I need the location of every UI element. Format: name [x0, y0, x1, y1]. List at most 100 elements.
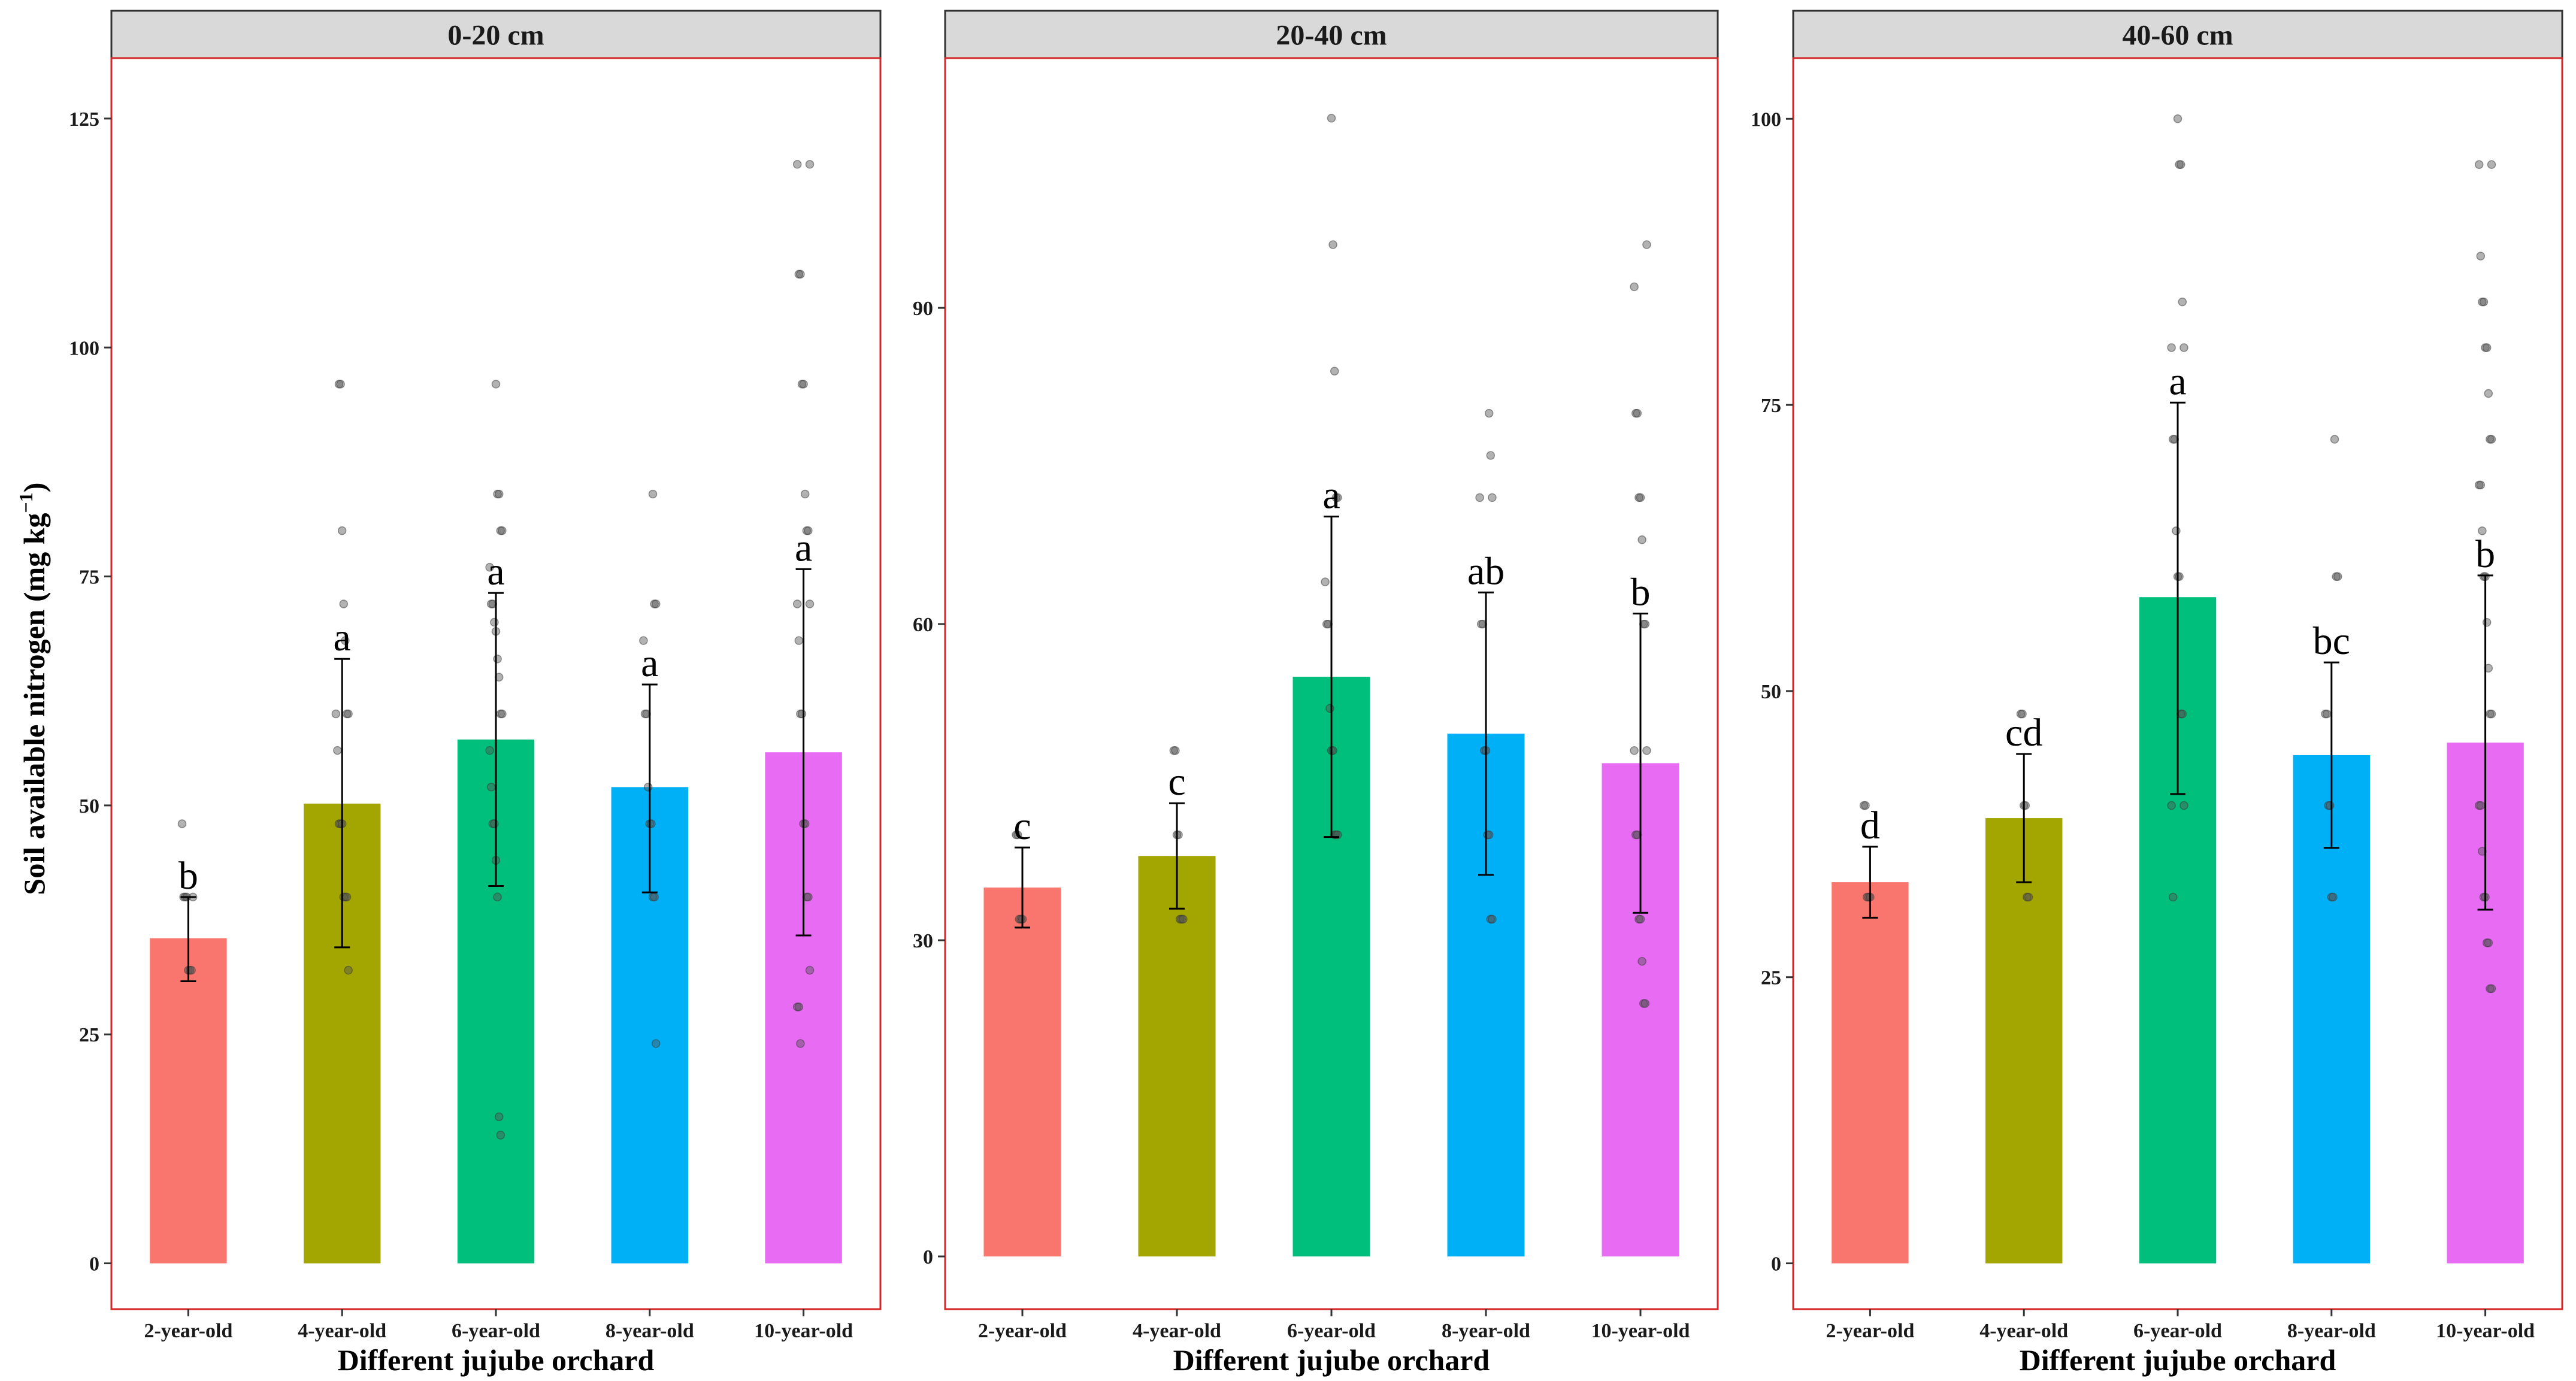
panel-0-20-cm-y-tick-label-125: 125 [69, 108, 99, 131]
panel-0-20-cm-10-year-old-point [805, 160, 815, 169]
panel-0-20-cm-2-year-old-bar [150, 938, 227, 1264]
panel-40-60-cm-6-year-old-point [2168, 892, 2178, 902]
panel-0-20-cm-4-year-old-point [331, 709, 341, 719]
y-axis-title: Soil available nitrogen (mg kg−1) [15, 483, 51, 895]
panel-0-20-cm-y-tick-label-25: 25 [79, 1024, 99, 1046]
panel-20-40-cm-y-tick-label-0: 0 [923, 1246, 933, 1268]
y-axis-title-main: Soil available nitrogen (mg kg [17, 513, 51, 895]
panel-40-60-cm-6-year-old-point [2167, 801, 2176, 810]
panel-20-40-cm-6-year-old-point [1327, 114, 1336, 123]
panel-40-60-cm-8-year-old-x-tick-label: 8-year-old [2287, 1320, 2376, 1342]
panel-20-40-cm-y-tick-label-30: 30 [913, 930, 933, 952]
panel-20-40-cm-8-year-old-point [1486, 451, 1496, 460]
panel-0-20-cm-y-tick-label-100: 100 [69, 337, 99, 359]
panel-0-20-cm-8-year-old-point [650, 892, 659, 902]
panel-40-60-cm-4-year-old-x-tick-label: 4-year-old [1979, 1320, 2068, 1342]
panel-40-60-cm-6-year-old-point [2178, 297, 2187, 307]
panel-0-20-cm-6-year-old-point [490, 819, 499, 828]
panel-0-20-cm-y-tick-label-75: 75 [79, 567, 99, 589]
panel-0-20-cm-10-year-old-point [794, 636, 804, 645]
panel-40-60-cm-4-year-old-point [2024, 892, 2033, 902]
panel-0-20-cm-6-year-old-point [493, 654, 502, 664]
panel-0-20-cm-8-year-old-x-tick-label: 8-year-old [606, 1320, 694, 1342]
panel-0-20-cm-4-year-old-point [342, 892, 352, 902]
panel-0-20-cm-10-year-old-point [792, 160, 802, 169]
panel-40-60-cm-6-year-old-x-tick-label: 6-year-old [2133, 1320, 2222, 1342]
panel-0-20-cm-8-year-old-point [651, 1039, 661, 1048]
panel-40-60-cm-8-year-old-point [2330, 435, 2339, 444]
panel-0-20-cm-4-year-old-point [341, 636, 350, 645]
panel-0-20-cm-10-year-old-point [800, 489, 810, 499]
panel-20-40-cm-6-year-old-point [1328, 746, 1337, 755]
panel-40-60-cm-8-year-old-point [2329, 892, 2338, 902]
panel-0-20-cm-10-year-old-point [805, 599, 815, 608]
panel-0-20-cm-4-year-old-point [339, 599, 349, 608]
panel-20-40-cm-8-year-old-point [1475, 493, 1484, 502]
panel-0-20-cm-6-year-old-point [485, 746, 494, 755]
panel-0-20-cm: 0-20 cm 0 25 50 75 100 125 b 2-year-old a 4-year-o… [69, 10, 882, 1377]
panel-0-20-cm-y-tick-label-0: 0 [89, 1253, 99, 1276]
panel-20-40-cm-10-year-old-point [1642, 240, 1651, 249]
panel-40-60-cm-10-year-old-point [2476, 480, 2486, 490]
panel-40-60-cm-8-year-old-significance-letter: bc [2313, 619, 2350, 663]
panel-0-20-cm-6-year-old-point [498, 526, 507, 535]
panel-20-40-cm-2-year-old-bar [983, 888, 1061, 1257]
panel-40-60-cm-10-year-old-significance-letter: b [2475, 532, 2495, 576]
panel-20-40-cm-4-year-old-point [1171, 746, 1180, 755]
panel-40-60-cm-2-year-old-x-tick-label: 2-year-old [1826, 1320, 1914, 1342]
panel-40-60-cm: 40-60 cm 0 25 50 75 100 d 2-year-old cd 4-year-ol… [1751, 10, 2563, 1377]
panel-20-40-cm-4-year-old-point [1179, 914, 1188, 924]
panel-40-60-cm-10-year-old-point [2487, 160, 2496, 169]
panel-0-20-cm-2-year-old-point [177, 819, 187, 828]
panel-0-20-cm-4-year-old-point [336, 380, 345, 389]
panel-0-20-cm-10-year-old-point [797, 709, 807, 719]
panel-20-40-cm-6-year-old-significance-letter: a [1322, 474, 1340, 517]
panel-40-60-cm-y-tick-label-100: 100 [1751, 108, 1781, 131]
panel-20-40-cm-2-year-old-point [1013, 830, 1022, 840]
panel-40-60-cm-2-year-old-point [1861, 801, 1870, 810]
panel-0-20-cm-4-year-old-point [344, 709, 353, 719]
panel-20-40-cm-strip-title: 20-40 cm [1276, 20, 1387, 52]
panel-0-20-cm-10-year-old-point [804, 892, 813, 902]
panel-40-60-cm-10-year-old-point [2484, 938, 2493, 947]
panel-20-40-cm-6-year-old-point [1330, 367, 1339, 375]
panel-40-60-cm-10-year-old-point [2476, 801, 2486, 810]
panel-20-40-cm-4-year-old-bar [1138, 856, 1216, 1257]
panel-0-20-cm-6-year-old-point [496, 1131, 505, 1140]
panel-40-60-cm-10-year-old-point [2478, 526, 2487, 535]
panel-0-20-cm-10-year-old-point [805, 965, 815, 975]
panel-40-60-cm-10-year-old-point [2474, 160, 2484, 169]
panel-40-60-cm-y-tick-label-50: 50 [1761, 681, 1781, 703]
panel-0-20-cm-6-year-old-point [485, 563, 494, 572]
panel-40-60-cm-8-year-old-point [2333, 572, 2342, 582]
panel-40-60-cm-8-year-old-point [2325, 801, 2335, 810]
panel-20-40-cm-10-year-old-x-tick-label: 10-year-old [1591, 1320, 1690, 1342]
panel-20-40-cm-strip [944, 10, 1719, 59]
panel-20-40-cm-10-year-old-point [1630, 282, 1639, 292]
panel-40-60-cm-x-axis-title: Different jujube orchard [2020, 1343, 2336, 1377]
panel-0-20-cm-10-year-old-point [796, 1039, 805, 1048]
panel-20-40-cm-y-tick-label-90: 90 [913, 298, 933, 320]
panel-0-20-cm-6-year-old-point [498, 709, 507, 719]
panel-40-60-cm-10-year-old-point [2487, 984, 2496, 994]
panel-0-20-cm-8-year-old-point [639, 636, 648, 645]
panel-40-60-cm-6-year-old-point [2167, 343, 2176, 352]
panel-0-20-cm-8-year-old-point [647, 819, 656, 828]
panel-0-20-cm-4-year-old-significance-letter: a [334, 616, 351, 659]
panel-0-20-cm-6-year-old-point [490, 617, 499, 627]
panel-20-40-cm-y-tick-label-60: 60 [913, 614, 933, 636]
panel-0-20-cm-4-year-old-point [337, 526, 347, 535]
panel-40-60-cm-10-year-old-x-tick-label: 10-year-old [2436, 1320, 2535, 1342]
panel-40-60-cm-strip [1792, 10, 2563, 59]
panel-0-20-cm-10-year-old-point [799, 380, 808, 389]
panel-0-20-cm-4-year-old-point [333, 746, 342, 755]
panel-20-40-cm-4-year-old-significance-letter: c [1168, 760, 1185, 804]
panel-0-20-cm-10-year-old-significance-letter: a [795, 526, 812, 570]
panel-20-40-cm-10-year-old-point [1637, 956, 1646, 966]
panel-40-60-cm-6-year-old-point [2173, 114, 2183, 123]
panel-20-40-cm-x-axis-title: Different jujube orchard [1173, 1343, 1490, 1377]
panel-20-40-cm-4-year-old-x-tick-label: 4-year-old [1133, 1320, 1221, 1342]
panel-0-20-cm-6-year-old-significance-letter: a [487, 550, 504, 593]
panel-40-60-cm-10-year-old-point [2487, 435, 2496, 444]
panel-40-60-cm-6-year-old-point [2180, 343, 2188, 352]
